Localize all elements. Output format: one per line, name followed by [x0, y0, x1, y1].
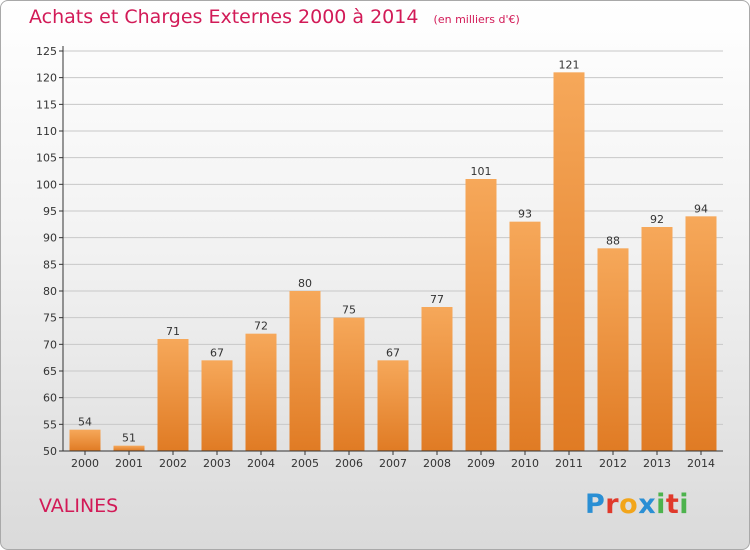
x-tick-label: 2006 — [335, 457, 363, 470]
bar — [465, 179, 497, 451]
x-tick-label: 2007 — [379, 457, 407, 470]
x-tick-label: 2011 — [555, 457, 583, 470]
x-tick-label: 2009 — [467, 457, 495, 470]
x-tick-label: 2014 — [687, 457, 715, 470]
data-label: 80 — [298, 277, 312, 290]
y-tick-label: 100 — [36, 178, 57, 191]
y-tick-label: 85 — [43, 258, 57, 271]
bar — [553, 72, 585, 451]
y-axis-ticks: 50 55 60 65 70 75 80 85 90 95 100 105 110 115 120 125 — [36, 45, 63, 458]
bar — [113, 445, 145, 451]
x-tick-label: 2012 — [599, 457, 627, 470]
data-label: 54 — [78, 416, 92, 429]
bar — [201, 360, 233, 451]
data-label: 94 — [694, 202, 708, 215]
bar — [157, 339, 189, 451]
y-tick-label: 110 — [36, 125, 57, 138]
bar — [641, 227, 673, 451]
y-tick-label: 120 — [36, 72, 57, 85]
data-label: 71 — [166, 325, 180, 338]
logo-letter: o — [619, 489, 639, 520]
x-tick-label: 2005 — [291, 457, 319, 470]
x-tick-label: 2003 — [203, 457, 231, 470]
chart-unit-note: (en milliers d'€) — [433, 13, 520, 26]
y-tick-label: 65 — [43, 365, 57, 378]
x-tick-label: 2010 — [511, 457, 539, 470]
data-label: 75 — [342, 304, 356, 317]
chart-title-main: Achats et Charges Externes 2000 à 2014 — [29, 6, 419, 28]
bar — [685, 216, 717, 451]
y-tick-label: 50 — [43, 445, 57, 458]
data-label: 121 — [559, 58, 580, 71]
chart-title: Achats et Charges Externes 2000 à 2014 (… — [29, 6, 520, 28]
bars — [69, 72, 717, 451]
x-tick-label: 2008 — [423, 457, 451, 470]
x-tick-label: 2004 — [247, 457, 275, 470]
data-label: 72 — [254, 320, 268, 333]
y-tick-label: 80 — [43, 285, 57, 298]
data-labels: 54 51 71 67 72 80 75 67 77 101 93 121 88 92 94 — [78, 58, 708, 444]
y-tick-label: 55 — [43, 418, 57, 431]
proxiti-logo: Proxiti — [585, 489, 689, 520]
logo-letter: i — [679, 489, 690, 520]
data-label: 88 — [606, 234, 620, 247]
bar — [289, 291, 321, 451]
data-label: 77 — [430, 293, 444, 306]
data-label: 93 — [518, 208, 532, 221]
y-tick-label: 105 — [36, 152, 57, 165]
bar — [69, 429, 101, 451]
bar — [509, 221, 541, 451]
data-label: 101 — [471, 165, 492, 178]
logo-letter: t — [665, 489, 680, 520]
y-tick-label: 95 — [43, 205, 57, 218]
bar — [333, 317, 365, 451]
logo-letter: P — [585, 489, 606, 520]
data-label: 67 — [210, 346, 224, 359]
logo-letter: r — [605, 489, 620, 520]
bar — [245, 333, 277, 451]
bar — [377, 360, 409, 451]
data-label: 51 — [122, 432, 136, 445]
location-name: VALINES — [39, 495, 119, 517]
y-tick-label: 60 — [43, 392, 57, 405]
bar — [421, 307, 453, 451]
y-tick-label: 90 — [43, 232, 57, 245]
y-tick-label: 125 — [36, 45, 57, 58]
x-tick-label: 2013 — [643, 457, 671, 470]
logo-letter: x — [638, 489, 657, 520]
x-tick-label: 2001 — [115, 457, 143, 470]
x-tick-label: 2000 — [71, 457, 99, 470]
y-tick-label: 70 — [43, 338, 57, 351]
data-label: 67 — [386, 346, 400, 359]
logo-letter: i — [656, 489, 666, 520]
x-axis-ticks: 2000 2001 2002 2003 2004 2005 2006 2007 2008 2009… — [71, 451, 715, 470]
data-label: 92 — [650, 213, 664, 226]
y-tick-label: 75 — [43, 312, 57, 325]
y-tick-label: 115 — [36, 98, 57, 111]
x-tick-label: 2002 — [159, 457, 187, 470]
bar — [597, 248, 629, 451]
